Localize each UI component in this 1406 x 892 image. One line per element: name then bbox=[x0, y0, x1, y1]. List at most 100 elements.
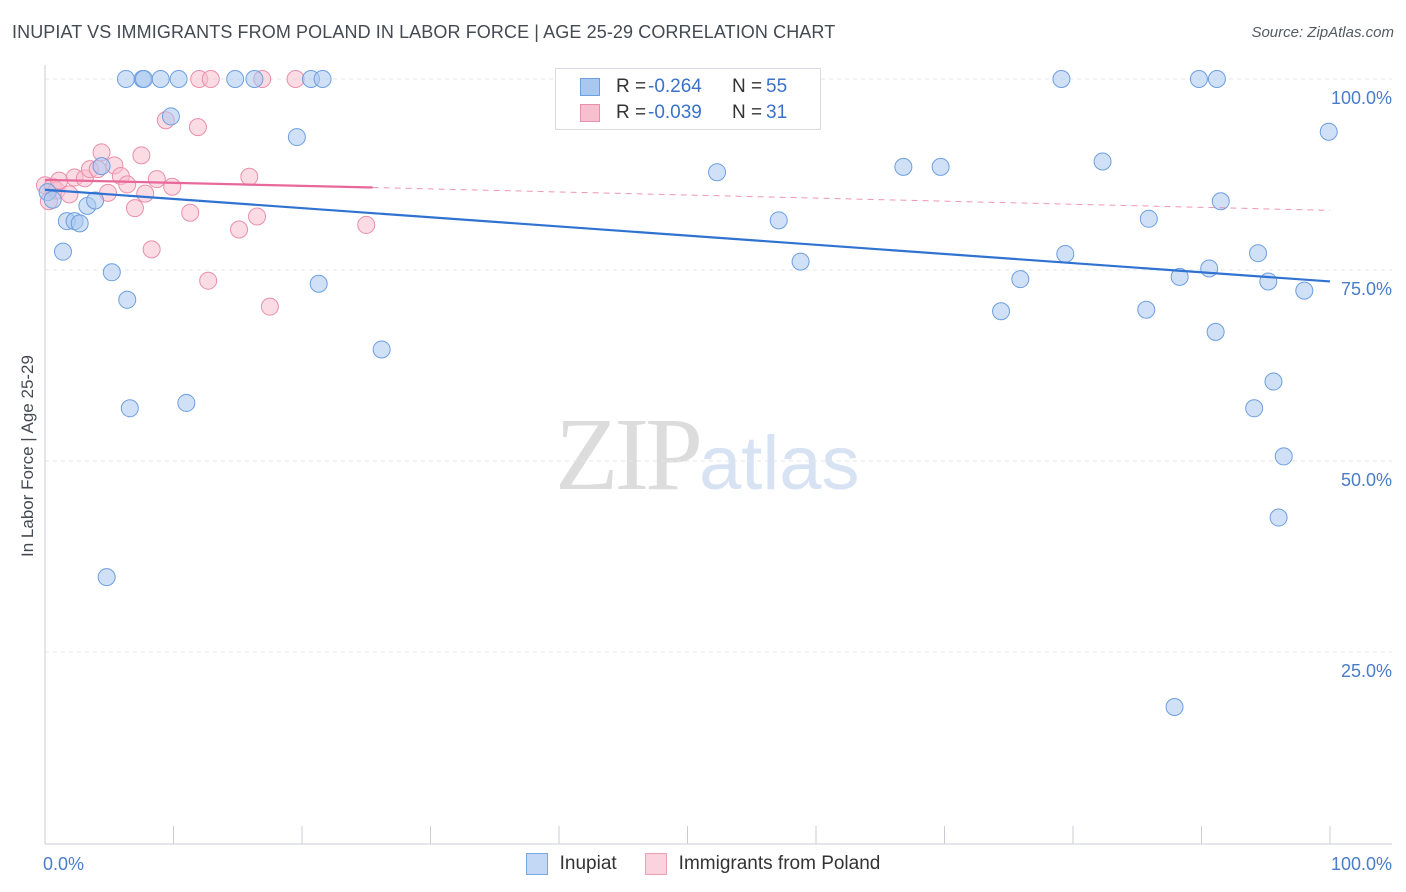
point-inupiat bbox=[1011, 270, 1030, 289]
point-inupiat bbox=[708, 163, 727, 182]
tick-labels: 25.0% 50.0% 75.0% 100.0% 0.0% 100.0% bbox=[43, 88, 1392, 874]
legend-n-label: N = bbox=[732, 102, 763, 123]
y-tick-label: 75.0% bbox=[1341, 279, 1392, 299]
point-inupiat bbox=[1211, 192, 1230, 211]
legend-swatch-inupiat bbox=[525, 853, 548, 875]
legend-n-value: 55 bbox=[766, 76, 788, 97]
point-inupiat bbox=[118, 290, 137, 309]
point-poland bbox=[60, 185, 79, 204]
point-poland bbox=[357, 215, 376, 234]
point-poland bbox=[142, 240, 161, 259]
point-poland bbox=[181, 203, 200, 222]
point-inupiat bbox=[86, 191, 105, 210]
point-inupiat bbox=[1295, 281, 1314, 300]
legend-r-label: R = bbox=[616, 102, 647, 123]
legend-r-value: -0.264 bbox=[648, 76, 702, 97]
point-poland bbox=[230, 220, 249, 239]
y-tick-label: 100.0% bbox=[1331, 88, 1392, 108]
point-inupiat bbox=[1139, 209, 1158, 228]
point-inupiat bbox=[1137, 300, 1156, 319]
point-inupiat bbox=[1170, 267, 1189, 286]
point-inupiat bbox=[1189, 70, 1208, 88]
point-inupiat bbox=[992, 302, 1011, 321]
legend-n-label: N = bbox=[732, 76, 763, 97]
point-inupiat bbox=[134, 70, 153, 88]
point-inupiat bbox=[1269, 508, 1288, 527]
data-points bbox=[36, 70, 1338, 717]
trend-line-poland bbox=[44, 178, 373, 189]
legend-item-inupiat[interactable]: Inupiat bbox=[525, 853, 617, 875]
point-inupiat bbox=[177, 393, 196, 412]
point-poland bbox=[188, 118, 207, 137]
point-inupiat bbox=[1093, 152, 1112, 171]
point-inupiat bbox=[43, 190, 62, 209]
point-inupiat bbox=[1264, 372, 1283, 391]
point-inupiat bbox=[1200, 259, 1219, 278]
point-inupiat bbox=[70, 214, 89, 233]
point-poland bbox=[199, 271, 218, 290]
point-inupiat bbox=[309, 274, 328, 293]
point-inupiat bbox=[151, 70, 170, 88]
point-inupiat bbox=[169, 70, 188, 88]
source-label: Source: ZipAtlas.com bbox=[1251, 24, 1394, 41]
y-tick-label: 25.0% bbox=[1341, 661, 1392, 681]
point-inupiat bbox=[226, 70, 245, 88]
legend-row-inupiat: R = -0.264 N = 55 bbox=[580, 74, 787, 100]
point-inupiat bbox=[287, 128, 306, 147]
point-poland bbox=[201, 70, 220, 88]
point-inupiat bbox=[53, 242, 72, 261]
watermark-zip: ZIP bbox=[555, 397, 703, 512]
point-inupiat bbox=[1274, 447, 1293, 466]
point-inupiat bbox=[1056, 244, 1075, 263]
legend-r-label: R = bbox=[616, 76, 647, 97]
point-inupiat bbox=[92, 157, 111, 176]
point-inupiat bbox=[372, 340, 391, 359]
point-inupiat bbox=[97, 568, 116, 587]
point-poland bbox=[136, 184, 155, 203]
point-poland bbox=[260, 297, 279, 316]
point-poland bbox=[147, 170, 166, 189]
x-tick-label: 0.0% bbox=[43, 854, 84, 874]
legend-r-value: -0.039 bbox=[648, 102, 702, 123]
legend-label-poland: Immigrants from Poland bbox=[678, 853, 881, 874]
y-tick-label: 50.0% bbox=[1341, 470, 1392, 490]
point-inupiat bbox=[161, 107, 180, 126]
point-inupiat bbox=[769, 211, 788, 230]
point-inupiat bbox=[1249, 244, 1268, 263]
point-poland bbox=[125, 199, 144, 218]
legend-swatch-inupiat bbox=[580, 78, 600, 96]
watermark: ZIPatlas bbox=[555, 395, 860, 514]
legend-item-poland[interactable]: Immigrants from Poland bbox=[644, 853, 881, 875]
legend-row-poland: R = -0.039 N = 31 bbox=[580, 100, 787, 126]
point-inupiat bbox=[116, 70, 135, 88]
stats-legend: R = -0.264 N = 55 R = -0.039 N = 31 bbox=[555, 68, 821, 130]
point-poland bbox=[286, 70, 305, 88]
point-poland bbox=[118, 175, 137, 194]
trend-line-poland-extension bbox=[372, 186, 1331, 211]
point-inupiat bbox=[1319, 122, 1338, 141]
point-inupiat bbox=[102, 263, 121, 282]
point-poland bbox=[240, 167, 259, 186]
chart-title: INUPIAT VS IMMIGRANTS FROM POLAND IN LAB… bbox=[12, 22, 836, 42]
series-legend: Inupiat Immigrants from Poland bbox=[0, 851, 1406, 877]
trend-line-inupiat bbox=[44, 188, 1331, 283]
legend-swatch-poland bbox=[580, 104, 600, 122]
x-tick-label: 100.0% bbox=[1331, 854, 1392, 874]
point-inupiat bbox=[791, 252, 810, 271]
point-inupiat bbox=[1165, 698, 1184, 717]
point-poland bbox=[248, 207, 267, 226]
legend-n-value: 31 bbox=[766, 102, 788, 123]
point-inupiat bbox=[1052, 70, 1071, 88]
point-inupiat bbox=[245, 70, 264, 88]
point-inupiat bbox=[313, 70, 332, 88]
trend-lines bbox=[44, 178, 1331, 283]
point-inupiat bbox=[1245, 399, 1264, 418]
point-inupiat bbox=[894, 157, 913, 176]
legend-label-inupiat: Inupiat bbox=[559, 853, 617, 874]
point-inupiat bbox=[1207, 70, 1226, 88]
point-inupiat bbox=[1259, 272, 1278, 291]
legend-swatch-poland bbox=[644, 853, 667, 875]
watermark-atlas: atlas bbox=[699, 421, 860, 506]
point-inupiat bbox=[1206, 322, 1225, 341]
